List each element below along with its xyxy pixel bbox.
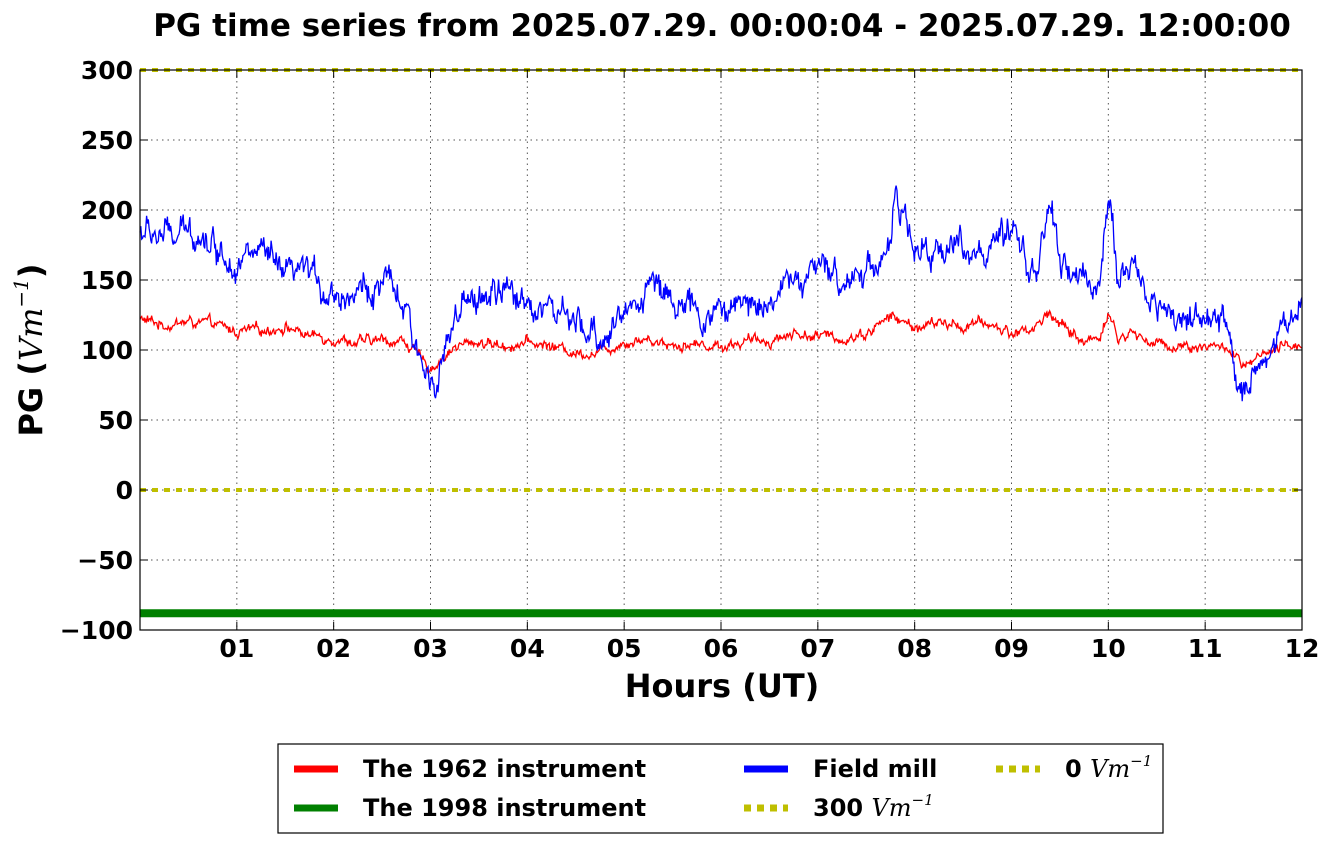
legend-label-1: The 1998 instrument <box>363 794 646 822</box>
y-tick-label: 200 <box>81 196 133 225</box>
x-tick-label: 09 <box>994 634 1029 663</box>
x-tick-label: 12 <box>1285 634 1320 663</box>
grid-lines <box>140 70 1302 630</box>
y-axis-label: PG (Vm−1) <box>9 263 50 436</box>
chart-title: PG time series from 2025.07.29. 00:00:04… <box>153 8 1291 44</box>
y-tick-label: 100 <box>81 336 133 365</box>
y-axis-ticks: −100 −50 0 50 100 150 200 250 300 <box>60 56 1302 645</box>
x-tick-label: 05 <box>607 634 642 663</box>
x-tick-label: 10 <box>1091 634 1126 663</box>
x-axis-ticks: 01 02 03 04 05 06 07 08 09 10 11 12 <box>219 70 1319 663</box>
x-tick-label: 04 <box>510 634 545 663</box>
series-line-0 <box>139 308 1302 374</box>
y-axis-label-exponent: −1 <box>9 278 33 307</box>
legend-label-4: 0 Vm−1 <box>1065 752 1152 783</box>
y-tick-label: −100 <box>60 616 133 645</box>
y-tick-label: 0 <box>116 476 133 505</box>
x-tick-label: 07 <box>800 634 835 663</box>
y-tick-label: 300 <box>81 56 133 85</box>
x-tick-label: 01 <box>219 634 254 663</box>
y-tick-label: 150 <box>81 266 133 295</box>
y-axis-label-unit: Vm <box>12 308 50 361</box>
x-tick-label: 06 <box>704 634 739 663</box>
x-tick-label: 03 <box>413 634 448 663</box>
x-tick-label: 11 <box>1188 634 1223 663</box>
y-tick-label: 250 <box>81 126 133 155</box>
legend-label-2: Field mill <box>813 755 937 783</box>
legend-label-0: The 1962 instrument <box>363 755 646 783</box>
y-axis-label-main: PG ( <box>12 361 50 436</box>
y-axis-label-close: ) <box>12 263 50 278</box>
legend: The 1962 instrument The 1998 instrument Fi… <box>277 743 1164 834</box>
x-axis-label: Hours (UT) <box>625 667 820 705</box>
y-tick-label: 50 <box>98 406 133 435</box>
svg-text:PG (Vm−1): PG (Vm−1) <box>9 263 50 436</box>
series-layer <box>139 68 1303 618</box>
series-line-2 <box>139 185 1303 402</box>
x-tick-label: 02 <box>316 634 351 663</box>
x-tick-label: 08 <box>897 634 932 663</box>
y-tick-label: −50 <box>77 546 133 575</box>
legend-frame <box>277 743 1164 834</box>
